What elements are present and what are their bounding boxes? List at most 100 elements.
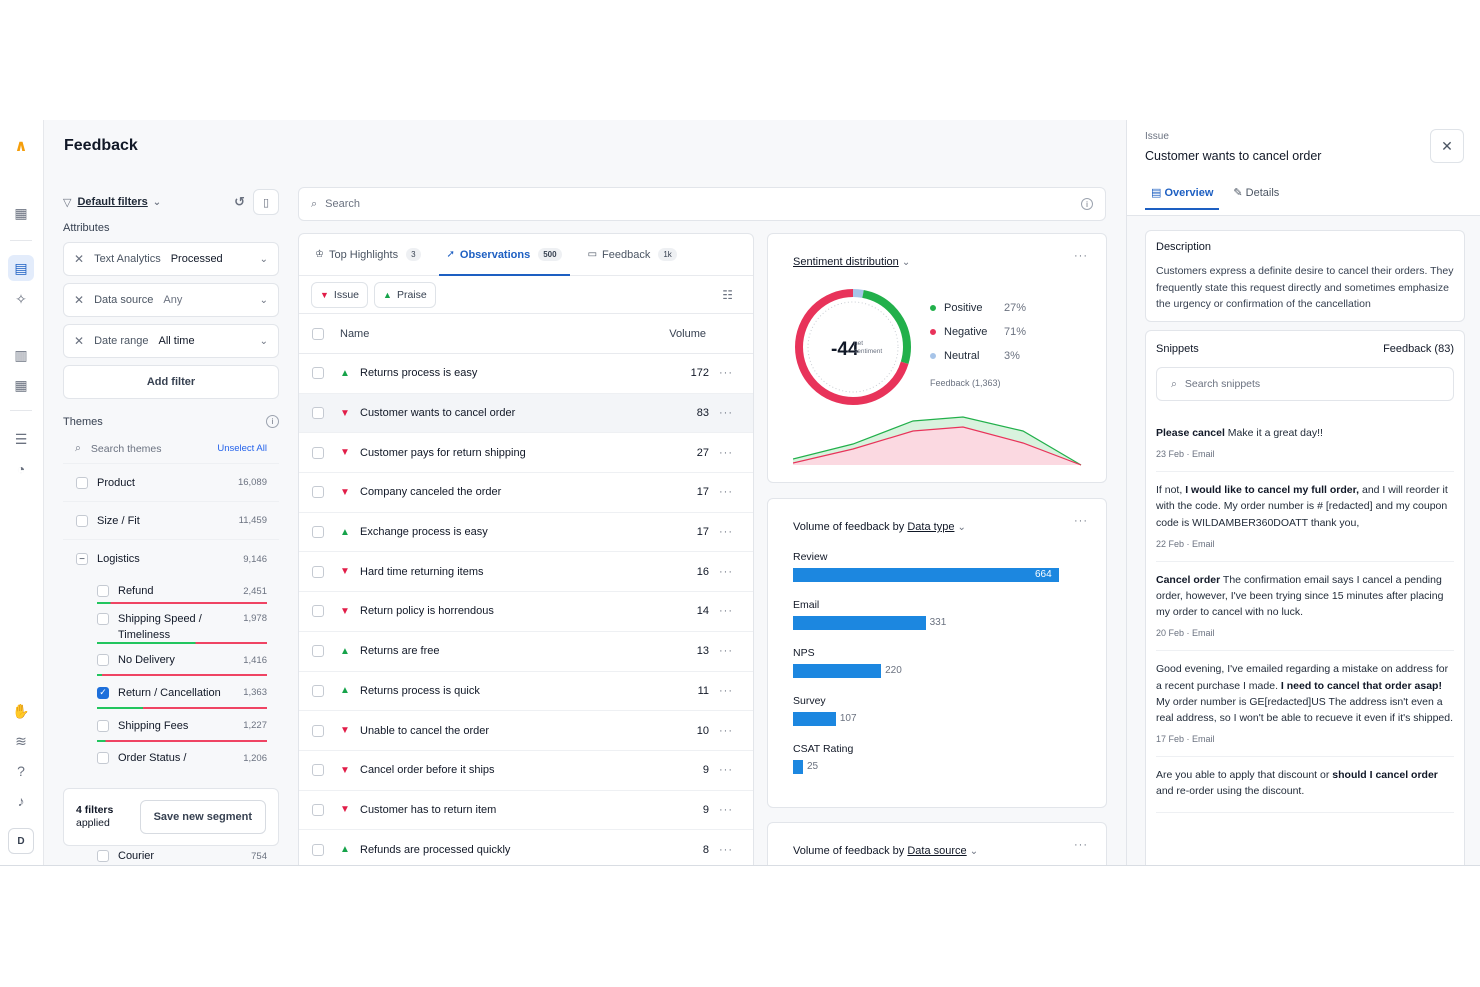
table-row[interactable]: ▼ Customer pays for return shipping 27 ··· xyxy=(299,433,753,474)
row-more-icon[interactable]: ··· xyxy=(719,724,733,737)
theme-item[interactable]: − Logistics 9,146 xyxy=(63,540,279,578)
wave-hand-icon[interactable]: ✋ xyxy=(12,702,30,719)
snippets-search[interactable]: ⌕ Search snippets xyxy=(1156,367,1454,401)
subtheme-item[interactable]: Shipping Speed / Timeliness 1,978 xyxy=(63,604,279,644)
row-checkbox[interactable] xyxy=(312,407,324,420)
theme-item[interactable]: Product 16,089 xyxy=(63,464,279,502)
save-segment-button[interactable]: Save new segment xyxy=(139,800,266,834)
subtheme-item[interactable]: No Delivery 1,416 xyxy=(63,644,279,676)
row-more-icon[interactable]: ··· xyxy=(719,407,733,420)
row-checkbox[interactable] xyxy=(312,645,324,658)
row-more-icon[interactable]: ··· xyxy=(719,684,733,697)
row-checkbox[interactable] xyxy=(312,764,324,777)
volume-source-title[interactable]: Volume of feedback by Data source ⌄ xyxy=(793,845,978,857)
avatar[interactable]: D xyxy=(8,828,34,854)
bar[interactable] xyxy=(793,712,836,726)
search-input[interactable]: Search xyxy=(325,198,361,210)
select-all-checkbox[interactable] xyxy=(312,327,324,340)
snippet[interactable]: Cancel order The confirmation email says… xyxy=(1156,562,1454,652)
bar[interactable] xyxy=(793,568,1059,582)
row-checkbox[interactable] xyxy=(312,803,324,816)
subtheme-item[interactable]: Courier 754 xyxy=(63,846,279,865)
subtheme-item[interactable]: ✓ Return / Cancellation 1,363 xyxy=(63,676,279,709)
default-filters-dropdown[interactable]: Default filters xyxy=(77,196,148,208)
bell-icon[interactable]: ♪ xyxy=(17,793,25,809)
tab-overview[interactable]: ▤ Overview xyxy=(1145,180,1220,210)
snippet[interactable]: If not, I would like to cancel my full o… xyxy=(1156,472,1454,562)
dashboard-icon[interactable]: ▦ xyxy=(14,204,28,221)
theme-checkbox[interactable] xyxy=(97,719,109,732)
more-icon[interactable]: ··· xyxy=(1074,515,1088,527)
info-icon[interactable]: i xyxy=(1081,198,1093,210)
sliders-icon[interactable]: ☰ xyxy=(14,430,28,447)
monitor-icon[interactable]: ◔ xyxy=(16,461,26,477)
tab-observations[interactable]: ➚ Observations 500 xyxy=(438,234,570,276)
row-more-icon[interactable]: ··· xyxy=(719,526,733,539)
table-row[interactable]: ▲ Refunds are processed quickly 8 ··· xyxy=(299,830,753,865)
table-row[interactable]: ▼ Return policy is horrendous 14 ··· xyxy=(299,592,753,632)
row-checkbox[interactable] xyxy=(312,486,324,499)
row-checkbox[interactable] xyxy=(312,684,324,697)
more-icon[interactable]: ··· xyxy=(1074,250,1088,262)
remove-filter-icon[interactable]: ✕ xyxy=(74,293,85,307)
row-checkbox[interactable] xyxy=(312,446,324,459)
reset-icon[interactable]: ↺ xyxy=(234,194,245,209)
row-checkbox[interactable] xyxy=(312,565,324,578)
table-row[interactable]: ▼ Customer wants to cancel order 83 ··· xyxy=(299,393,753,434)
row-more-icon[interactable]: ··· xyxy=(719,764,733,777)
row-checkbox[interactable] xyxy=(312,724,324,737)
row-more-icon[interactable]: ··· xyxy=(719,645,733,658)
theme-checkbox[interactable] xyxy=(97,654,109,666)
layers-icon[interactable]: ≋ xyxy=(15,732,27,749)
table-row[interactable]: ▲ Exchange process is easy 17 ··· xyxy=(299,513,753,553)
snippet[interactable]: Please cancel Make it a great day!! 23 Fe… xyxy=(1156,415,1454,473)
table-row[interactable]: ▼ Cancel order before it ships 9 ··· xyxy=(299,751,753,791)
row-checkbox[interactable] xyxy=(312,526,324,539)
row-checkbox[interactable] xyxy=(312,605,324,618)
bar[interactable] xyxy=(793,760,803,774)
sparkle-icon[interactable]: ✧ xyxy=(15,290,27,307)
row-more-icon[interactable]: ··· xyxy=(719,803,733,816)
remove-filter-icon[interactable]: ✕ xyxy=(74,334,85,348)
col-volume[interactable]: Volume xyxy=(669,327,706,340)
filter-date-range[interactable]: ✕ Date range All time ⌄ xyxy=(63,324,279,358)
search-bar[interactable]: ⌕ Search i xyxy=(298,187,1106,221)
subtheme-item[interactable]: Refund 2,451 xyxy=(63,578,279,604)
row-checkbox[interactable] xyxy=(312,367,324,380)
bar[interactable] xyxy=(793,616,926,630)
theme-checkbox-checked[interactable]: ✓ xyxy=(97,686,109,699)
adjust-columns-icon[interactable]: ☷ xyxy=(722,288,733,302)
title-link[interactable]: Data source xyxy=(907,845,967,857)
theme-checkbox[interactable] xyxy=(76,476,88,489)
feedback-icon[interactable]: ▤ xyxy=(8,255,34,281)
table-row[interactable]: ▼ Customer has to return item 9 ··· xyxy=(299,791,753,831)
title-link[interactable]: Data type xyxy=(907,521,955,533)
theme-checkbox[interactable] xyxy=(97,613,109,625)
sentiment-title[interactable]: Sentiment distribution ⌄ xyxy=(793,256,910,268)
col-name[interactable]: Name xyxy=(340,327,370,340)
snippet[interactable]: Are you able to apply that discount or s… xyxy=(1156,757,1454,813)
theme-checkbox[interactable] xyxy=(97,850,109,862)
tab-feedback[interactable]: ▭ Feedback 1k xyxy=(586,234,679,275)
row-more-icon[interactable]: ··· xyxy=(719,486,733,499)
bar-chart-icon[interactable]: ▥ xyxy=(14,346,28,363)
theme-checkbox[interactable] xyxy=(97,752,109,764)
tab-details[interactable]: ✎ Details xyxy=(1227,180,1285,209)
row-more-icon[interactable]: ··· xyxy=(719,367,733,380)
table-row[interactable]: ▲ Returns process is quick 11 ··· xyxy=(299,672,753,712)
themes-search-input[interactable]: Search themes xyxy=(90,442,162,455)
help-icon[interactable]: ? xyxy=(17,763,25,779)
table-row[interactable]: ▼ Hard time returning items 16 ··· xyxy=(299,552,753,593)
table-row[interactable]: ▼ Unable to cancel the order 10 ··· xyxy=(299,711,753,751)
apps-grid-icon[interactable]: ▦ xyxy=(14,376,28,393)
subtheme-item[interactable]: Order Status / 1,206 xyxy=(63,742,279,774)
filter-text-analytics[interactable]: ✕ Text Analytics Processed ⌄ xyxy=(63,242,279,276)
tab-top-highlights[interactable]: ♔ Top Highlights 3 xyxy=(313,234,423,275)
close-icon[interactable]: ✕ xyxy=(1430,129,1464,163)
table-row[interactable]: ▲ Returns are free 13 ··· xyxy=(299,632,753,672)
row-more-icon[interactable]: ··· xyxy=(719,605,733,618)
brand-logo-icon[interactable]: ∧ xyxy=(14,138,28,155)
theme-checkbox[interactable] xyxy=(76,514,88,527)
filter-data-source[interactable]: ✕ Data source Any ⌄ xyxy=(63,283,279,317)
unselect-all-link[interactable]: Unselect All xyxy=(217,443,267,454)
